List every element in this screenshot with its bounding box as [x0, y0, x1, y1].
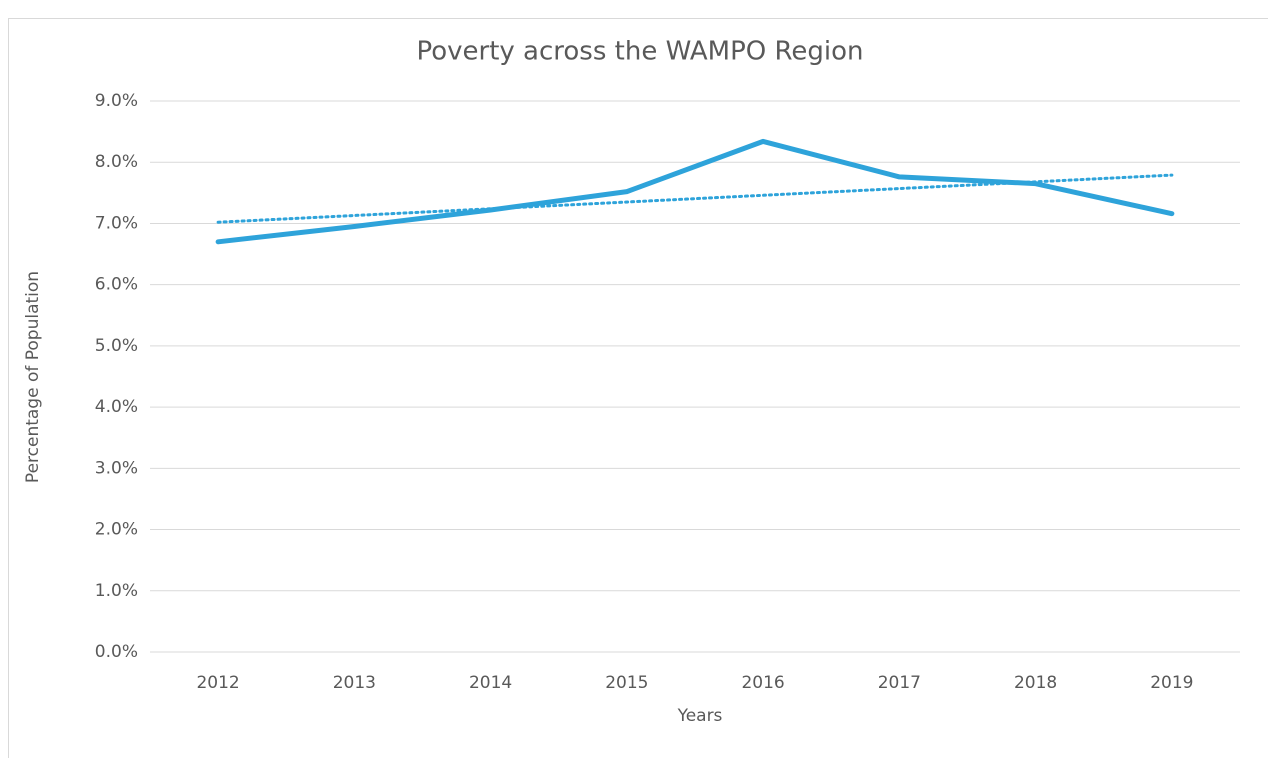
y-tick-label: 2.0%: [95, 520, 138, 540]
y-tick-label: 8.0%: [95, 152, 138, 172]
y-tick-label: 0.0%: [95, 642, 138, 662]
x-tick-label: 2016: [741, 673, 784, 693]
y-tick-label: 4.0%: [95, 397, 138, 417]
y-tick-label: 3.0%: [95, 458, 138, 478]
y-tick-label: 1.0%: [95, 581, 138, 601]
x-tick-label: 2018: [1014, 673, 1057, 693]
x-tick-label: 2013: [333, 673, 376, 693]
data-line: [215, 138, 1175, 245]
trendline: [216, 173, 1174, 224]
y-tick-label: 5.0%: [95, 336, 138, 356]
x-tick-label: 2019: [1150, 673, 1193, 693]
x-tick-label: 2012: [196, 673, 239, 693]
chart-title: Poverty across the WAMPO Region: [416, 37, 863, 67]
x-tick-label: 2014: [469, 673, 512, 693]
y-tick-label: 7.0%: [95, 213, 138, 233]
y-tick-label: 6.0%: [95, 275, 138, 295]
y-tick-label: 9.0%: [95, 91, 138, 111]
x-tick-label: 2017: [878, 673, 921, 693]
y-axis-label: Percentage of Population: [23, 271, 43, 483]
x-axis-label: Years: [677, 706, 723, 726]
x-tick-label: 2015: [605, 673, 648, 693]
